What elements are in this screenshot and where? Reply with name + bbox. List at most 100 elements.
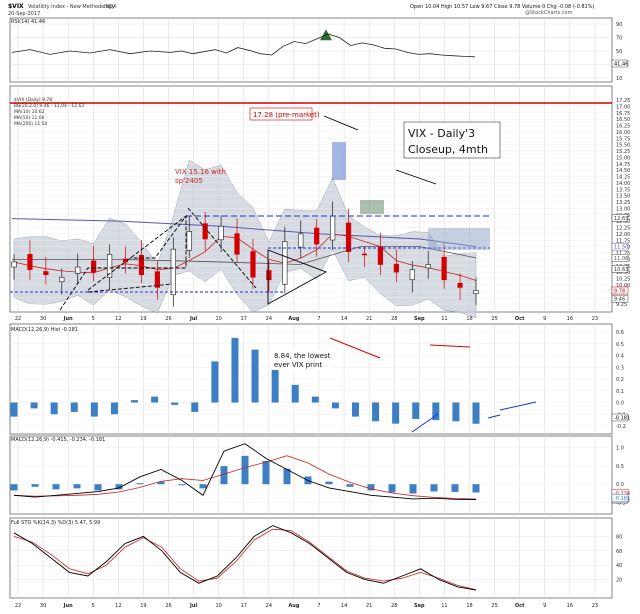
macd-bar — [472, 484, 480, 493]
candle-body — [154, 271, 160, 288]
price-tick-label: 16.50 — [616, 117, 630, 123]
rsi-panel: RSI(14) 41.46 9070503010 41.46 — [10, 19, 628, 82]
x-tick-label-bottom: Oct — [515, 603, 525, 609]
candle-body — [27, 254, 33, 270]
macd-bar — [283, 468, 291, 485]
hist-bar — [191, 402, 199, 412]
price-tick-label: 16.25 — [616, 124, 630, 130]
macd-bar — [367, 484, 375, 491]
x-tick-label: 12 — [115, 316, 121, 322]
macd-bar — [409, 484, 417, 494]
price-tick-label: 12.25 — [616, 226, 630, 232]
price-tag — [611, 214, 629, 222]
candle-body — [441, 256, 447, 281]
macd-hist-bars — [10, 337, 480, 424]
legend-entry: MA(10) 10.62 — [14, 109, 45, 115]
premarket-note: 17.28 (pre-market) — [253, 111, 320, 119]
price-tick-label: 16.00 — [616, 130, 630, 136]
macd-hist-panel: MACD(12,26,9) Hist -0.181 0.6 0.5 0.4 0.3 0.… — [10, 327, 630, 433]
x-tick-label: 25 — [491, 316, 497, 322]
x-tick-label-bottom: 22 — [15, 603, 21, 609]
hist-bar — [351, 402, 359, 417]
x-tick-label-bottom: 10 — [215, 603, 221, 609]
x-tick-label: 9 — [543, 316, 546, 322]
macd-label: MACD(12,26,9) -0.415, -0.234, -0.181 — [11, 437, 105, 443]
macd-bar — [262, 461, 270, 485]
macd-hist-label: MACD(12,26,9) Hist -0.181 — [11, 327, 78, 333]
hist-bar — [50, 402, 58, 415]
x-tick-label-bottom: 30 — [40, 603, 46, 609]
x-tick-label-bottom: 18 — [466, 603, 472, 609]
macd-tag-text: -0.234 — [614, 491, 630, 497]
x-tick-label: Oct — [515, 316, 525, 322]
panel-frame-3 — [9, 435, 613, 515]
x-tick-label-bottom: 19 — [140, 603, 146, 609]
x-tick-label: 17 — [241, 316, 247, 322]
candle-body — [138, 255, 145, 275]
macd-tags: -0.234-0.415-0.181 — [611, 489, 630, 504]
triangle-pattern — [267, 249, 328, 305]
macd-bar — [94, 484, 102, 491]
macd-bar — [241, 455, 249, 485]
price-tick-label: 14.50 — [616, 168, 630, 174]
candle-body — [314, 227, 320, 245]
macd-tag-text: -0.181 — [614, 496, 630, 502]
hist-tick-label: 0.2 — [616, 377, 624, 383]
low-note-box — [270, 350, 332, 370]
price-tick-label: 13.50 — [616, 194, 630, 200]
macd-bar — [115, 484, 123, 490]
stochastic-panel: Full STO %K(14,3) %D(3) 5.47, 5.99 80 60 4… — [10, 520, 622, 591]
hist-value-tag — [611, 413, 629, 422]
hist-bar — [231, 337, 239, 403]
hist-bar — [171, 402, 179, 405]
x-tick-label: 19 — [140, 316, 146, 322]
rsi-value-tag-text: 41.46 — [614, 62, 628, 68]
rsi-line — [11, 33, 476, 58]
hist-bar — [10, 402, 18, 417]
price-tick-label: 13.25 — [616, 200, 630, 206]
candle-body — [91, 260, 97, 273]
price-tag-text: 9.46 — [614, 297, 625, 303]
trendline-top — [323, 115, 359, 131]
price-tag-text: 11.50 — [614, 245, 628, 251]
x-tick-label: 21 — [366, 316, 372, 322]
x-tick-label-bottom: 24 — [266, 603, 272, 609]
candle-body — [234, 233, 240, 255]
watermark: @StockCharts.com — [525, 10, 573, 16]
x-tick-label-bottom: 14 — [341, 603, 347, 609]
price-tags: 12.63 11.50 11.06 10.63 9.78 9.46 — [611, 214, 629, 303]
price-tick-label: 13.00 — [616, 206, 630, 212]
price-tick-label: 12.00 — [616, 232, 630, 238]
x-tick-label-bottom: 23 — [592, 603, 598, 609]
chart-title-line2: Closeup, 4mth — [408, 143, 488, 156]
x-tick-label: 24 — [266, 316, 272, 322]
divergence-line-red-1 — [329, 337, 381, 359]
price-tick-label: 11.25 — [616, 251, 630, 257]
symbol-name: Volatility Index - New Methodology — [28, 4, 115, 10]
macd-bar — [346, 484, 354, 487]
candle-body — [11, 261, 17, 268]
candle-body — [250, 251, 256, 278]
panel-frames — [9, 17, 613, 599]
hist-bar — [372, 402, 380, 422]
candle-body — [218, 225, 224, 241]
x-tick-label: 5 — [92, 316, 95, 322]
rsi-tick-label: 10 — [616, 76, 622, 82]
divergence-line-blue-1 — [411, 413, 439, 433]
x-tick-label-bottom: 21 — [366, 603, 372, 609]
x-tick-label-bottom: 16 — [567, 603, 573, 609]
candlesticks — [11, 201, 479, 307]
macd-tick-label: 0.0 — [616, 482, 624, 488]
price-tag — [611, 286, 629, 295]
price-tag — [611, 294, 629, 303]
hist-tick-label: 0.3 — [616, 365, 624, 371]
sto-tick-label: 40 — [616, 563, 622, 569]
candle-body — [425, 264, 431, 269]
hist-bar — [70, 402, 78, 412]
hist-bar — [331, 402, 339, 409]
sp-note-line1: VIX 15.16 with — [175, 168, 226, 176]
price-tag-text: 11.06 — [614, 256, 628, 262]
x-tick-label-bottom: 17 — [241, 603, 247, 609]
shaded-zone — [428, 228, 490, 250]
candle-body — [59, 276, 65, 283]
